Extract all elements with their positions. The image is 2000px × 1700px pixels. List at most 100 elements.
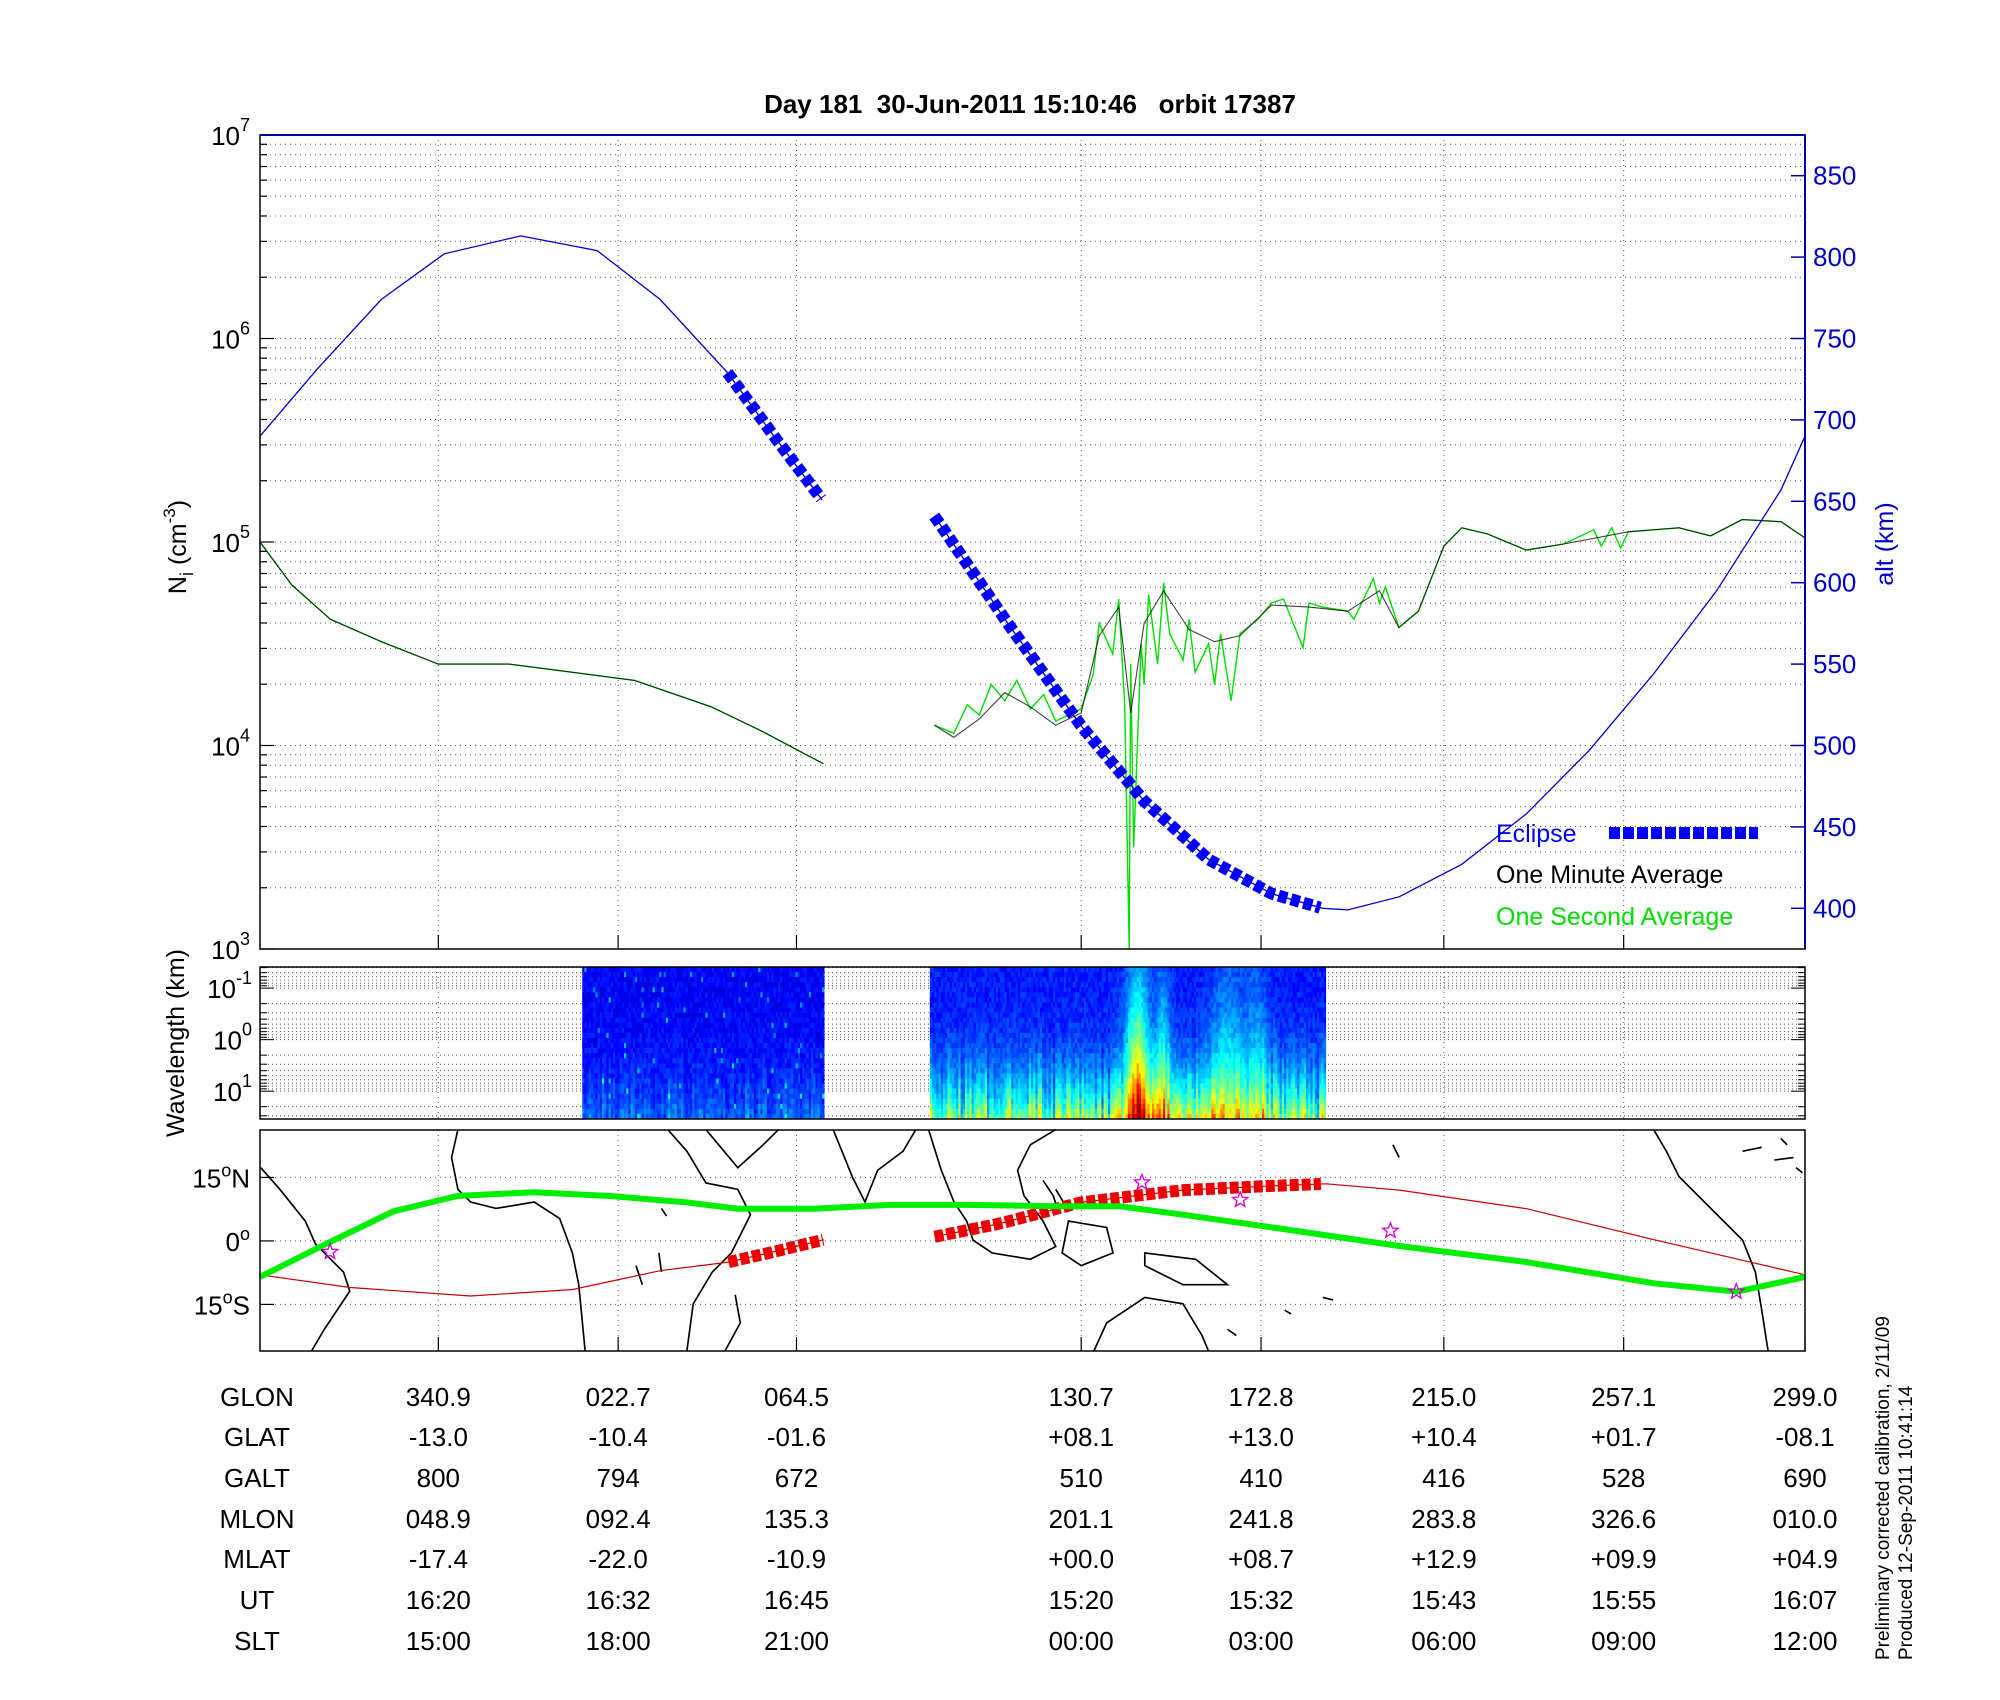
spectrogram-cell xyxy=(582,1058,585,1064)
spectrogram-cell xyxy=(712,1053,715,1059)
spectrogram-cell xyxy=(610,1002,614,1008)
spectrogram-cell xyxy=(661,1078,664,1084)
spectrogram-cell xyxy=(780,1007,783,1013)
spectrogram-cell xyxy=(738,1078,741,1084)
spectrogram-cell xyxy=(954,1053,957,1059)
spectrogram-cell xyxy=(729,977,733,983)
spectrogram-cell xyxy=(652,1103,656,1110)
spectrogram-cell xyxy=(797,1108,801,1115)
spectrogram-cell xyxy=(650,982,653,988)
spectrogram-cell xyxy=(698,992,702,998)
spectrogram-cell xyxy=(582,1083,585,1089)
spectrogram-cell xyxy=(588,1063,592,1069)
spectrogram-cell xyxy=(648,1027,651,1034)
spectrogram-cell xyxy=(978,997,981,1003)
spectrogram-cell xyxy=(969,1012,972,1018)
spectrogram-cell xyxy=(782,1007,785,1013)
spectrogram-cell xyxy=(936,1022,939,1029)
spectrogram-cell xyxy=(619,1002,623,1008)
spectrogram-cell xyxy=(694,1032,697,1039)
spectrogram-cell xyxy=(685,1093,689,1100)
spectrogram-cell xyxy=(1031,967,1034,973)
spectrogram-cell xyxy=(734,1027,737,1034)
spectrogram-cell xyxy=(778,1012,781,1018)
spectrogram-cell xyxy=(597,1063,601,1069)
spectrogram-cell xyxy=(588,992,592,998)
spectrogram-cell xyxy=(1015,1053,1019,1059)
spectrogram-cell xyxy=(795,1103,799,1110)
spectrogram-cell xyxy=(659,1048,662,1054)
spectrogram-cell xyxy=(949,1103,953,1110)
spectrogram-cell xyxy=(989,1022,992,1029)
spectrogram-cell xyxy=(969,1002,972,1008)
spectrogram-cell xyxy=(802,1007,805,1013)
spectrogram-cell xyxy=(973,997,977,1003)
spectrogram-cell xyxy=(709,1093,713,1100)
spectrogram-cell xyxy=(784,1088,788,1094)
spectrogram-cell xyxy=(1002,1088,1005,1094)
spectrogram-cell xyxy=(703,1022,706,1029)
spectrogram-cell xyxy=(967,1078,970,1084)
spectrogram-cell xyxy=(938,1058,942,1064)
spectrogram-cell xyxy=(753,1017,757,1024)
spectrogram-cell xyxy=(626,997,629,1003)
spectrogram-cell xyxy=(685,1027,689,1034)
spectrogram-cell xyxy=(639,977,642,983)
spectrogram-cell xyxy=(773,1108,777,1115)
spectrogram-cell xyxy=(1031,1012,1034,1018)
spectrogram-cell xyxy=(793,987,796,993)
spectrogram-cell xyxy=(654,1002,658,1008)
spectrogram-cell xyxy=(780,977,783,983)
spectrogram-cell xyxy=(969,1032,972,1039)
spectrogram-cell xyxy=(771,1012,774,1018)
spectrogram-cell xyxy=(967,1037,970,1044)
spectrogram-cell xyxy=(591,1103,594,1110)
spectrogram-cell xyxy=(1009,1037,1012,1044)
spectrogram-cell xyxy=(694,967,697,973)
spectrogram-cell xyxy=(731,1017,735,1024)
spectrogram-cell xyxy=(676,992,680,998)
spectrogram-cell xyxy=(1017,1032,1021,1039)
spectrogram-cell xyxy=(960,1007,964,1013)
spectrogram-cell xyxy=(646,1022,649,1029)
spectrogram-cell xyxy=(727,1093,730,1100)
spectrogram-cell xyxy=(639,1043,642,1049)
spectrogram-cell xyxy=(657,972,660,978)
spectrogram-cell xyxy=(817,1113,821,1120)
spectrogram-cell xyxy=(703,982,706,988)
spectrogram-cell xyxy=(764,1078,768,1084)
spectrogram-cell xyxy=(701,1012,704,1018)
spectrogram-cell xyxy=(797,1053,801,1059)
spectrogram-cell xyxy=(782,972,785,978)
spectrogram-cell xyxy=(615,1022,618,1029)
spectrogram-cell xyxy=(789,1032,792,1039)
spectrogram-cell xyxy=(670,1017,673,1024)
spectrogram-cell xyxy=(780,1058,783,1064)
spectrogram-cell xyxy=(652,972,656,978)
spectrogram-cell xyxy=(643,1017,647,1024)
spectrogram-cell xyxy=(1022,1002,1025,1008)
spectrogram-cell xyxy=(769,1032,772,1039)
spectrogram-cell xyxy=(808,987,812,993)
spectrogram-cell xyxy=(951,1063,955,1069)
spectrogram-cell xyxy=(1000,1017,1003,1024)
spectrogram-cell xyxy=(654,1032,658,1039)
spectrogram-cell xyxy=(584,972,587,978)
spectrogram-cell xyxy=(1013,1113,1016,1120)
spectrogram-cell xyxy=(976,1068,979,1074)
spectrogram-cell xyxy=(1000,972,1003,978)
spectrogram-cell xyxy=(648,972,651,978)
spectrogram-cell xyxy=(582,987,585,993)
spectrogram-cell xyxy=(668,1073,671,1079)
spectrogram-cell xyxy=(1024,977,1027,983)
spectrogram-cell xyxy=(696,967,700,973)
spectrogram-cell xyxy=(784,1027,788,1034)
spectrogram-cell xyxy=(965,1088,968,1094)
spectrogram-cell xyxy=(804,1078,807,1084)
spectrogram-cell xyxy=(736,1058,739,1064)
spectrogram-cell xyxy=(784,1113,788,1120)
spectrogram-cell xyxy=(674,1027,678,1034)
spectrogram-cell xyxy=(641,1027,645,1034)
spectrogram-cell xyxy=(712,987,715,993)
spectrogram-cell xyxy=(960,1032,964,1039)
